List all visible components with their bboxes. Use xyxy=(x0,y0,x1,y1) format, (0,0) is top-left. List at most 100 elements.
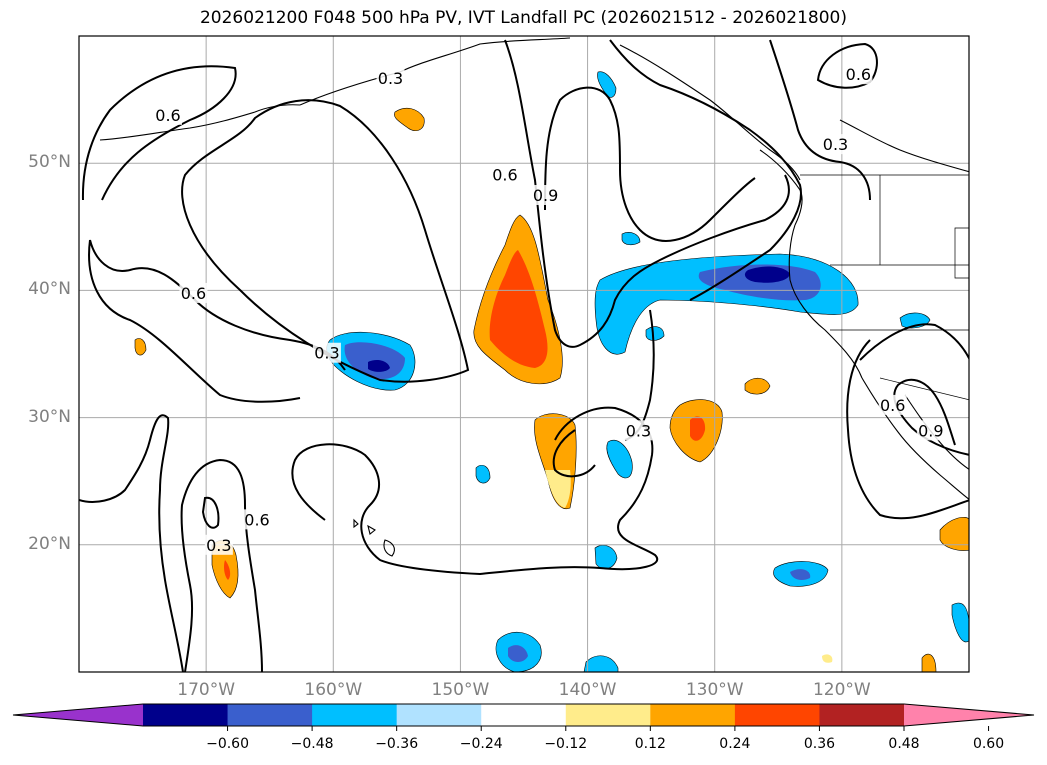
colorbar-tick-label: −0.12 xyxy=(544,736,588,752)
shade-negative-small-6-core xyxy=(508,645,528,662)
contour-label: 0.6 xyxy=(846,65,871,84)
border-state-4 xyxy=(954,227,969,279)
colorbar-tick-label: 0.12 xyxy=(634,736,666,752)
contour-label-bg xyxy=(376,67,405,88)
contour-hawaii-west-06 xyxy=(180,458,263,672)
longitude-label: 140°W xyxy=(558,680,617,700)
shade-positive-plume-core xyxy=(489,250,548,368)
longitude-label: 160°W xyxy=(304,680,363,700)
colorbar-tick-label: 0.36 xyxy=(803,736,836,752)
contour-label: 0.6 xyxy=(155,106,180,125)
colorbar-tick-label: −0.48 xyxy=(290,736,334,752)
longitude-label: 130°W xyxy=(685,680,744,700)
shade-negative-small-10 xyxy=(475,465,491,484)
colorbar-segment xyxy=(565,704,651,726)
political-borders xyxy=(800,174,969,401)
colorbar-segment xyxy=(481,704,567,726)
colorbar-tick-label: 0.60 xyxy=(972,736,1005,752)
latitude-label: 40°N xyxy=(28,279,71,300)
contour-west-lower xyxy=(89,239,346,371)
contour-label: 0.9 xyxy=(918,421,943,440)
shaded-field xyxy=(134,71,969,672)
shade-positive-small-2 xyxy=(744,377,771,395)
colorbar-segment xyxy=(819,704,905,726)
contour-label: 0.6 xyxy=(181,284,206,303)
contour-label: 0.3 xyxy=(823,135,848,154)
colorbar-segment xyxy=(312,704,398,726)
contour-coast-arc xyxy=(769,39,871,201)
latitude-label: 50°N xyxy=(28,152,71,173)
plot-title: 2026021200 F048 500 hPa PV, IVT Landfall… xyxy=(199,8,847,28)
contour-south-loop xyxy=(291,406,659,576)
contour-hawaii-west-inner xyxy=(201,496,220,529)
contour-mid-upper xyxy=(609,39,802,301)
contour-label: 0.9 xyxy=(533,186,558,205)
contour-label: 0.3 xyxy=(626,421,651,440)
latitude-label: 30°N xyxy=(28,406,71,427)
contour-label-bg xyxy=(312,342,341,363)
contour-central-gyre xyxy=(181,99,470,383)
colorbar-segment xyxy=(227,704,313,726)
contour-label-bg xyxy=(878,394,907,415)
plot-frame xyxy=(78,35,970,673)
contour-label-bg xyxy=(916,420,945,441)
contour-ne-loop xyxy=(816,42,878,89)
longitude-label: 120°W xyxy=(812,680,871,700)
contour-mid-ridge xyxy=(544,86,756,242)
longitude-label: 170°W xyxy=(177,680,236,700)
shade-positive-blob-hawaii-west-core xyxy=(224,560,231,580)
shade-negative-small-11 xyxy=(645,326,665,341)
contour-label: 0.6 xyxy=(492,166,517,185)
shade-negative-small-4 xyxy=(594,545,618,570)
contour-label-bg xyxy=(844,64,873,85)
shade-positive-blob-south-fringe xyxy=(545,470,571,508)
contour-label-bg xyxy=(179,282,208,303)
colorbar-outline xyxy=(12,703,1035,727)
colorbar-tick-label: −0.60 xyxy=(206,736,249,752)
shade-negative-small-north xyxy=(597,71,617,98)
border-us-mexico xyxy=(879,377,969,401)
coastline-baja xyxy=(861,377,969,500)
colorbar-extend-max xyxy=(904,704,1034,726)
colorbar-tick-label: 0.24 xyxy=(719,736,751,752)
colorbar-segment xyxy=(143,704,229,726)
contour-label: 0.6 xyxy=(244,510,269,529)
contour-far-west xyxy=(79,414,184,672)
contour-west-06 xyxy=(81,65,237,201)
latitude-label: 20°N xyxy=(28,533,71,554)
contour-west-lower-2 xyxy=(88,239,301,403)
coastline-alaska xyxy=(299,37,571,106)
shade-negative-small-5-core xyxy=(790,569,811,580)
colorbar-extend-min xyxy=(13,704,143,726)
shade-negative-blob-west-core xyxy=(368,360,390,372)
contour-label-bg xyxy=(243,509,271,530)
shade-negative-small-9 xyxy=(951,602,969,643)
shade-negative-band-core xyxy=(744,266,790,283)
shade-positive-small-5 xyxy=(921,653,937,672)
coastline-hawaii-1 xyxy=(353,518,359,529)
contour-label: 0.6 xyxy=(880,396,905,415)
shade-negative-small-7 xyxy=(583,655,619,672)
shade-positive-small-north xyxy=(394,107,425,131)
shade-positive-small-4 xyxy=(134,338,147,356)
contour-label-bg xyxy=(204,534,233,555)
shade-negative-small-2 xyxy=(621,232,641,246)
contour-labels: 0.6 0.3 0.6 0.3 0.6 0.9 0.3 0.6 0.3 0.6 0.9 0.6 0.3 xyxy=(154,64,945,555)
shade-positive-small-3 xyxy=(939,517,969,551)
contour-label-bg xyxy=(624,420,653,441)
contour-label-bg xyxy=(154,104,182,125)
contour-label-bg xyxy=(821,134,850,155)
colorbar-tick-label: −0.36 xyxy=(375,736,419,752)
contour-label-bg xyxy=(531,185,560,205)
contour-label-bg xyxy=(490,164,519,185)
contour-label: 0.3 xyxy=(206,536,231,555)
colorbar-tick-label: −0.24 xyxy=(459,736,503,752)
colorbar-segment xyxy=(734,704,820,726)
colorbar-segment xyxy=(396,704,482,726)
longitude-label: 150°W xyxy=(431,680,490,700)
coastline-west-us xyxy=(788,224,863,379)
contour-east-outer xyxy=(846,339,969,520)
shade-positive-small-6 xyxy=(822,654,833,663)
contour-east-loop xyxy=(859,323,969,456)
coastline-northeast-land xyxy=(839,119,969,173)
